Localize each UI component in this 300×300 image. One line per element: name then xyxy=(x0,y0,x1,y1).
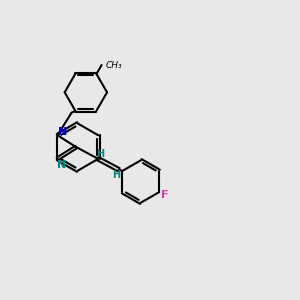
Text: N: N xyxy=(57,160,67,170)
Text: CH₃: CH₃ xyxy=(105,61,122,70)
Text: H: H xyxy=(112,170,120,180)
Text: F: F xyxy=(161,190,169,200)
Text: H: H xyxy=(96,149,104,159)
Text: N: N xyxy=(58,127,68,137)
